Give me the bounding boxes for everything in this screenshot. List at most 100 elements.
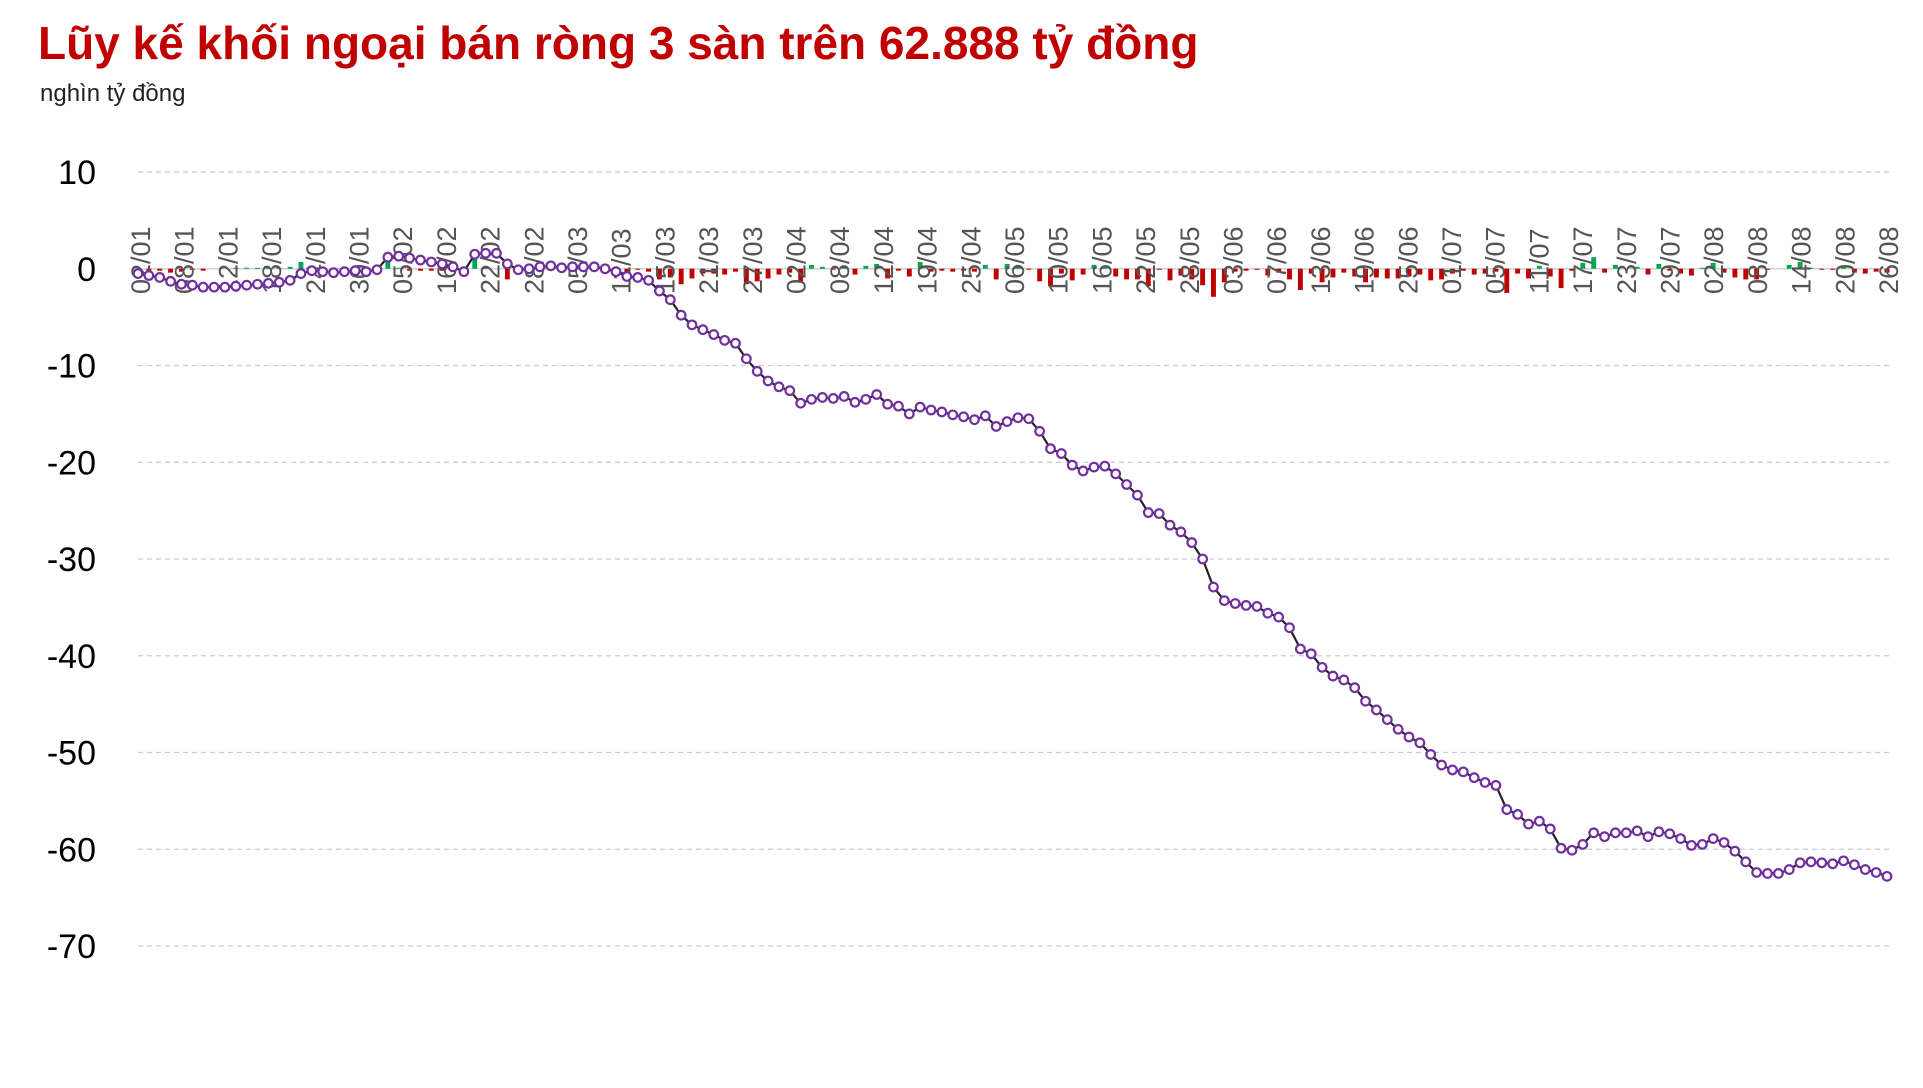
- y-tick-label: -20: [47, 444, 96, 482]
- cumulative-point: [371, 264, 383, 276]
- x-tick-label: 29/07: [1656, 226, 1686, 294]
- cumulative-point: [762, 375, 774, 387]
- cumulative-point: [458, 266, 470, 278]
- cumulative-point: [740, 353, 752, 365]
- daily-net-bar: [1091, 264, 1097, 269]
- daily-net-bar: [993, 268, 999, 280]
- daily-net-bar: [1384, 268, 1390, 279]
- daily-net-bar: [1200, 268, 1206, 286]
- cumulative-point: [1316, 661, 1328, 673]
- cumulative-point: [491, 247, 502, 259]
- daily-net-bar: [298, 261, 304, 269]
- cumulative-point: [262, 277, 274, 289]
- daily-net-bar: [722, 268, 728, 275]
- daily-net-bar: [700, 268, 706, 274]
- x-tick-label: 11/07: [1524, 228, 1554, 294]
- cumulative-point: [1772, 868, 1784, 879]
- cumulative-point: [1718, 837, 1730, 848]
- daily-net-bar: [1167, 268, 1173, 281]
- daily-net-bar: [841, 266, 847, 269]
- cumulative-point: [208, 281, 220, 293]
- daily-net-bar: [1873, 268, 1879, 272]
- daily-net-bar: [1080, 268, 1086, 275]
- x-tick-label: 25/04: [956, 226, 986, 294]
- daily-net-bar: [635, 268, 641, 270]
- x-tick-label: 17/07: [1568, 226, 1598, 294]
- daily-net-bar: [1851, 268, 1857, 273]
- cumulative-point: [176, 278, 187, 290]
- daily-net-bar: [1515, 268, 1521, 274]
- daily-net-bar: [809, 264, 814, 269]
- daily-net-bar: [1015, 264, 1021, 269]
- daily-net-bar: [646, 268, 652, 272]
- daily-net-bar: [1352, 268, 1358, 277]
- cumulative-point: [1838, 855, 1849, 867]
- daily-net-bar: [1134, 268, 1140, 280]
- cumulative-point: [1675, 833, 1686, 845]
- daily-net-bar: [428, 268, 434, 271]
- cumulative-point: [1751, 867, 1763, 878]
- daily-net-bar: [1308, 268, 1314, 274]
- cumulative-point: [567, 261, 578, 273]
- daily-net-bar: [1341, 268, 1347, 273]
- daily-net-bar: [972, 268, 977, 272]
- daily-net-bar: [1287, 268, 1292, 280]
- daily-net-bar: [1297, 268, 1303, 291]
- x-tick-label: 22/05: [1131, 226, 1161, 294]
- daily-net-bar: [200, 268, 206, 271]
- cumulative-point: [621, 271, 633, 282]
- cumulative-markers: [132, 247, 1893, 882]
- daily-net-bar: [1319, 268, 1325, 283]
- cumulative-point: [1849, 859, 1860, 871]
- cumulative-point: [1045, 443, 1056, 455]
- cumulative-point: [675, 309, 687, 321]
- cumulative-point: [534, 261, 546, 273]
- cumulative-point: [990, 421, 1002, 432]
- cumulative-point: [1816, 857, 1828, 869]
- cumulative-point: [1360, 695, 1371, 707]
- daily-net-bar: [939, 268, 945, 271]
- cumulative-point: [1588, 827, 1600, 839]
- daily-net-bar: [1276, 268, 1282, 273]
- cumulative-point: [197, 281, 209, 293]
- cumulative-point: [1479, 777, 1491, 788]
- cumulative-point: [903, 408, 915, 420]
- x-tick-label: 12/04: [869, 226, 899, 294]
- daily-net-bar: [1243, 268, 1249, 271]
- daily-net-bar: [1743, 268, 1749, 280]
- daily-net-bar: [1558, 268, 1564, 289]
- cumulative-point: [1870, 867, 1882, 878]
- x-tick-label: 13/06: [1306, 226, 1336, 294]
- cumulative-point: [284, 274, 296, 286]
- cumulative-point: [632, 272, 644, 283]
- x-tick-label: 02/04: [782, 226, 812, 294]
- daily-net-bar: [1504, 268, 1510, 293]
- x-axis-ticks: 02/01 08/01 12/01 18/01 24/01 30/01 05/02 16/02…: [126, 226, 1904, 294]
- cumulative-point: [523, 263, 535, 275]
- cumulative-point: [1077, 465, 1089, 477]
- cumulative-point: [1381, 714, 1393, 726]
- cumulative-point: [501, 258, 513, 270]
- cumulative-point: [132, 268, 144, 279]
- daily-net-bar: [1710, 262, 1716, 269]
- cumulative-point: [1240, 600, 1252, 611]
- daily-net-bar: [852, 268, 858, 275]
- cumulative-point: [1197, 553, 1209, 565]
- daily-net-bar: [1417, 268, 1423, 275]
- cumulative-point: [1566, 844, 1578, 856]
- daily-net-bar: [146, 268, 152, 271]
- y-tick-label: -30: [47, 541, 96, 579]
- cumulative-point: [1414, 737, 1426, 749]
- cumulative-point: [273, 276, 285, 288]
- daily-net-bar: [1254, 268, 1260, 270]
- daily-net-bar: [1450, 268, 1455, 274]
- x-tick-label: 10/05: [1044, 226, 1074, 294]
- y-tick-label: -40: [47, 638, 96, 676]
- cumulative-point: [1805, 856, 1817, 868]
- x-tick-label: 06/05: [1000, 226, 1030, 294]
- daily-net-bar: [1841, 265, 1846, 269]
- y-tick-label: -50: [47, 735, 96, 773]
- daily-net-bar: [798, 268, 804, 282]
- daily-net-bar: [1819, 268, 1825, 270]
- x-tick-label: 08/04: [825, 226, 855, 294]
